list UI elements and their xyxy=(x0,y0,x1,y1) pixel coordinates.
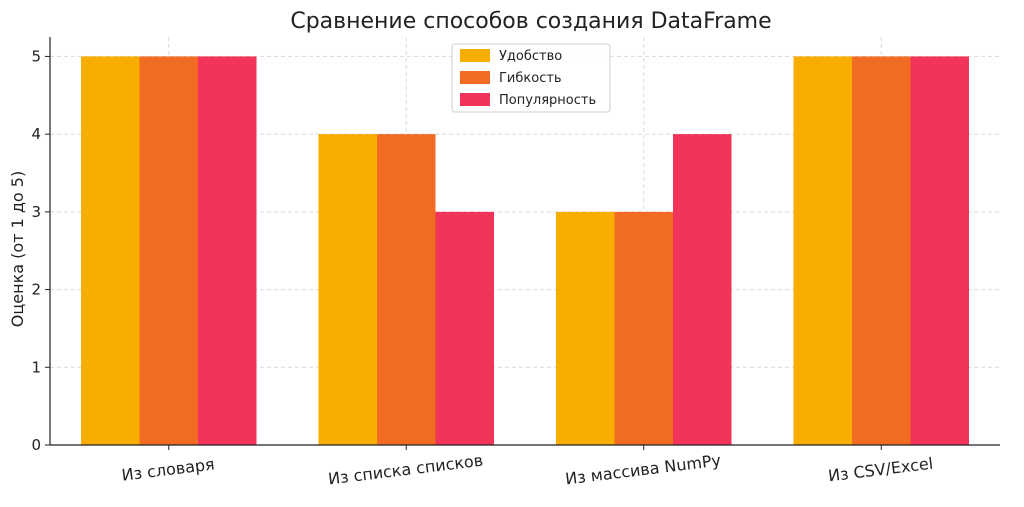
legend-label: Гибкость xyxy=(499,71,562,86)
y-tick-label: 3 xyxy=(31,203,41,221)
legend-label: Популярность xyxy=(499,93,596,108)
x-tick-label: Из словаря xyxy=(121,454,216,484)
legend-swatch xyxy=(460,71,490,84)
bar xyxy=(81,56,140,446)
bar xyxy=(910,56,969,446)
y-tick-label: 2 xyxy=(31,281,41,299)
y-tick-label: 4 xyxy=(31,125,41,143)
x-tick-label: Из списка списков xyxy=(327,451,484,489)
bar xyxy=(556,211,615,445)
bar xyxy=(852,56,911,446)
legend-swatch xyxy=(460,49,490,62)
bar xyxy=(673,134,732,445)
bars xyxy=(81,56,969,446)
legend-swatch xyxy=(460,93,490,106)
x-tick-label: Из массива NumPy xyxy=(564,451,722,489)
axes xyxy=(49,37,1000,446)
legend-label: Удобство xyxy=(499,49,562,64)
y-tick-label: 0 xyxy=(31,436,41,454)
y-ticks: 0 1 2 3 4 5 xyxy=(31,47,50,454)
bar xyxy=(435,211,494,445)
x-categories: Из словаря Из списка списков Из массива Nu… xyxy=(121,445,934,489)
x-tick-label: Из CSV/Excel xyxy=(827,454,934,486)
y-axis-label: Оценка (от 1 до 5) xyxy=(8,171,27,327)
legend-box xyxy=(451,43,611,113)
bar xyxy=(377,134,436,445)
y-tick-label: 5 xyxy=(31,47,41,65)
legend: Удобство Гибкость Популярность xyxy=(451,43,611,113)
bar xyxy=(198,56,257,446)
bar xyxy=(793,56,852,446)
bar xyxy=(614,211,673,445)
bar xyxy=(139,56,198,446)
y-tick-label: 1 xyxy=(31,358,41,376)
chart-title: Сравнение способов создания DataFrame xyxy=(290,9,771,34)
bar xyxy=(318,134,377,445)
